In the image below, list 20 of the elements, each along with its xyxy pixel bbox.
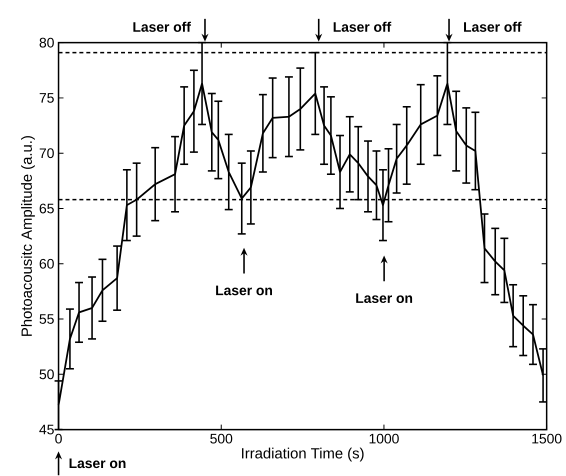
text: Laser off [464, 22, 522, 32]
x-tick-label: 0 [55, 434, 62, 444]
y-tick-label: 60 [40, 258, 54, 269]
x-tick-label: 1000 [370, 434, 399, 444]
y-tick-label: 50 [40, 369, 54, 380]
y-tick-label: 65 [40, 204, 54, 214]
y-tick-label: 45 [39, 424, 54, 434]
text: Laser off [133, 22, 191, 32]
x-axis-title: Irradiation Time (s) [242, 448, 364, 462]
text: Laser on [70, 458, 126, 468]
y-tick-label: 55 [40, 314, 54, 324]
y-tick-label: 70 [40, 148, 54, 158]
text: Laser off [334, 22, 392, 32]
annotation: Laser on [356, 293, 412, 304]
y-tick-label: 75 [40, 93, 54, 103]
annotation: Laser on [216, 286, 272, 296]
x-tick-label: 500 [210, 434, 232, 444]
x-tick-label: 1500 [532, 434, 562, 444]
y-tick-label: 80 [40, 38, 54, 48]
y-axis-title: Photoacousitc Amplitude (a.u.) [21, 136, 35, 336]
